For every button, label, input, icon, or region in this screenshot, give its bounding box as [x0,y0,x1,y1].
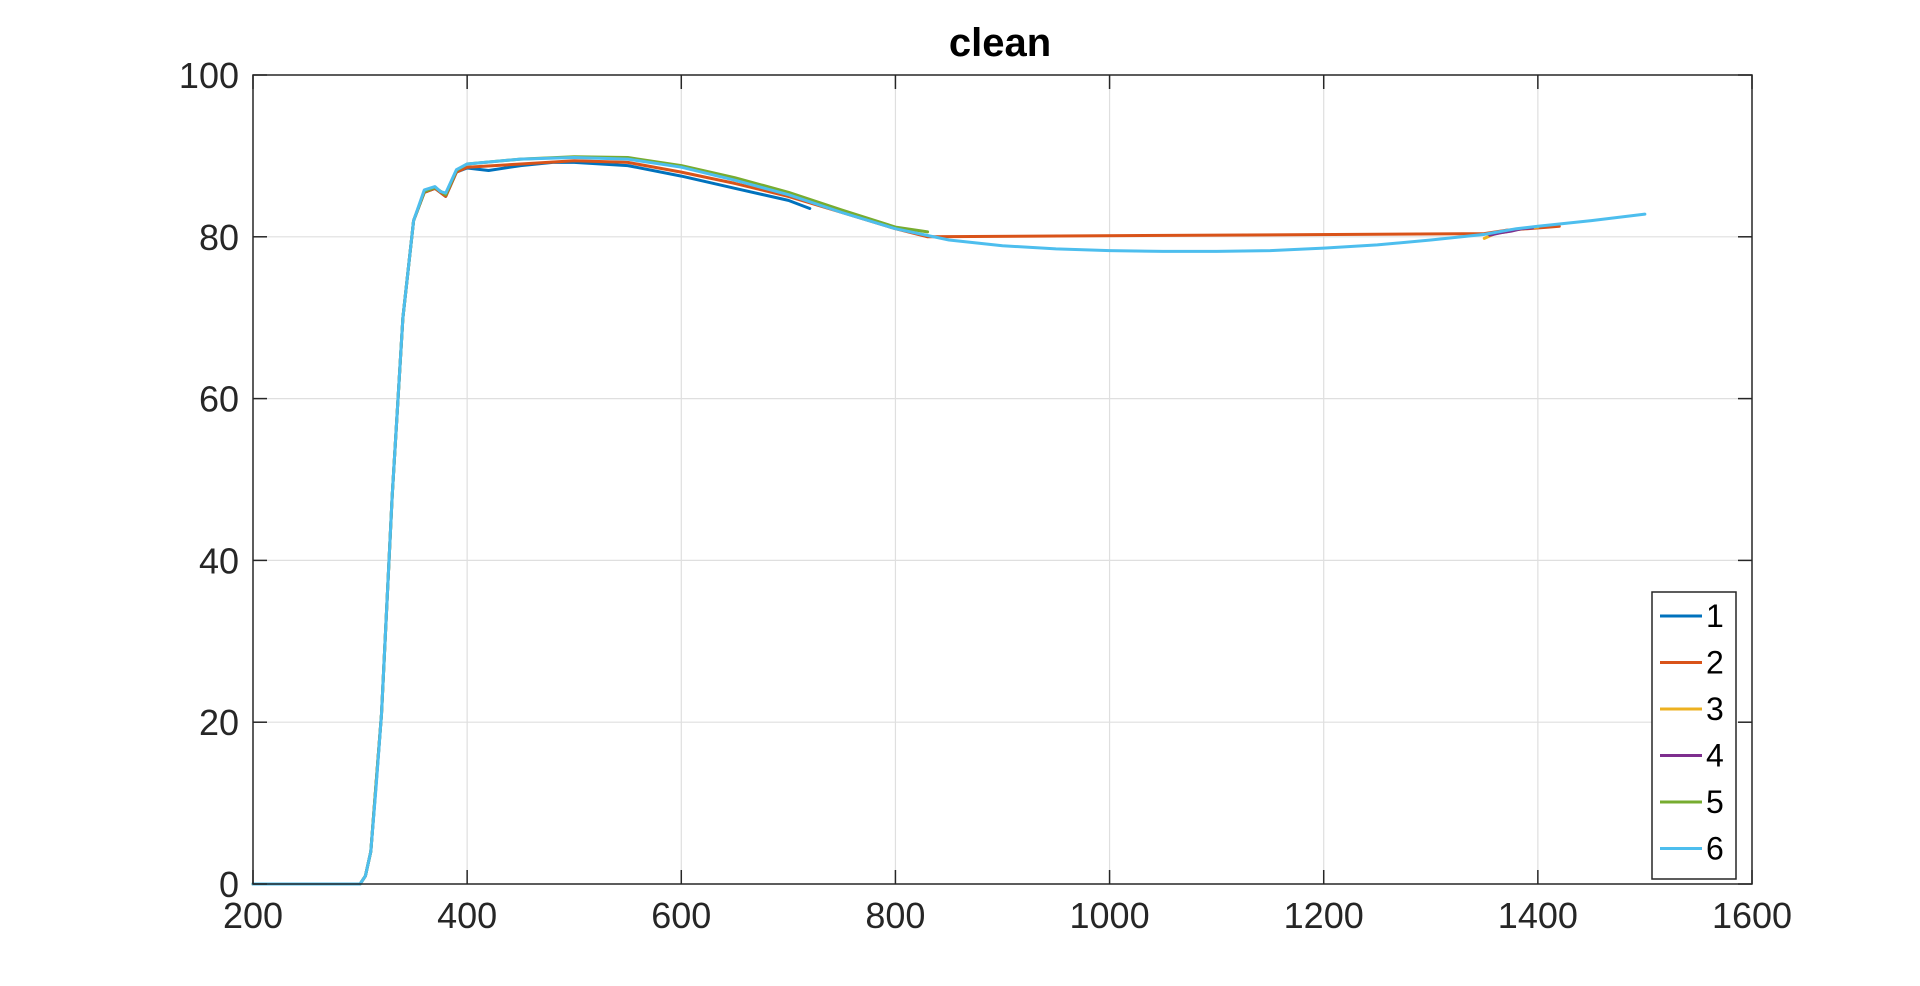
legend-label: 2 [1706,645,1724,681]
y-tick-label: 20 [199,702,239,743]
chart-title: clean [949,21,1051,65]
legend-label: 3 [1706,691,1724,727]
legend: 1 2 3 4 5 6 [1652,592,1736,879]
x-tick-label: 1000 [1070,895,1150,936]
x-tick-label: 1400 [1498,895,1578,936]
x-tick-label: 400 [437,895,497,936]
legend-label: 5 [1706,784,1724,820]
x-tick-label: 1600 [1712,895,1792,936]
y-tick-label: 80 [199,217,239,258]
grid [253,75,1752,884]
y-tick-label: 60 [199,379,239,420]
series-line-1 [253,162,810,884]
x-tick-label: 1200 [1284,895,1364,936]
legend-label: 6 [1706,831,1724,867]
axes-box [253,75,1752,884]
x-tick-label: 600 [651,895,711,936]
y-tick-label: 100 [179,55,239,96]
x-tick-label: 800 [865,895,925,936]
series-line-2 [253,161,1559,884]
plot-area [253,157,1645,884]
series-line-5 [253,157,928,884]
legend-label: 1 [1706,598,1724,634]
y-tick-label: 0 [219,864,239,905]
series-line-6 [253,158,1645,885]
y-tick-label: 40 [199,540,239,581]
legend-label: 4 [1706,738,1724,774]
